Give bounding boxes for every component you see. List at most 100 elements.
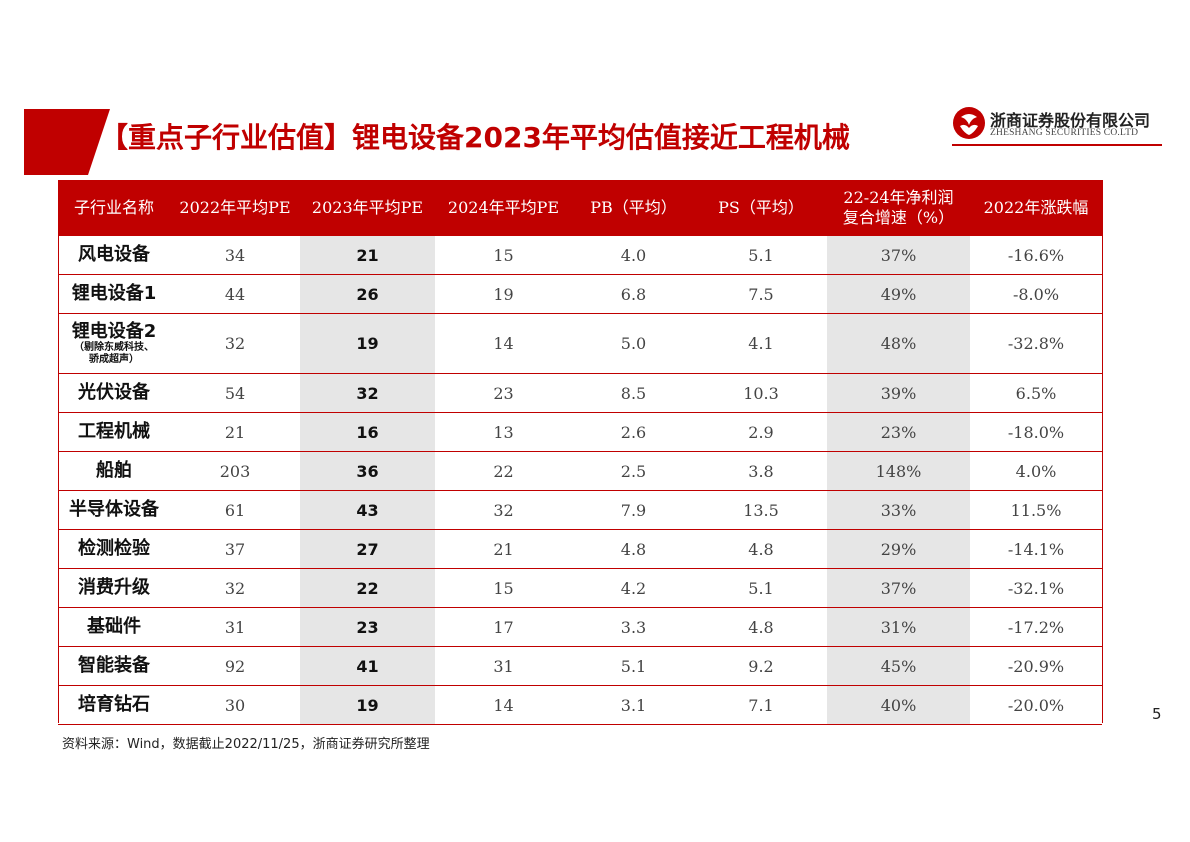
pe-2024-cell: 31 <box>435 646 572 686</box>
company-logo: 浙商证券股份有限公司 ZHESHANG SECURITIES CO.LTD <box>952 104 1162 146</box>
ps-cell: 4.8 <box>695 529 827 569</box>
ps-cell: 3.8 <box>695 451 827 491</box>
zheshang-logo-icon <box>953 107 985 139</box>
header-pe-2022: 2022年平均PE <box>170 180 300 236</box>
header-pb: PB（平均） <box>572 180 695 236</box>
industry-name-cell: 锂电设备2 （剔除东威科技、 骄成超声） <box>58 313 170 374</box>
industry-name: 锂电设备1 <box>71 283 157 304</box>
pe-2023-cell: 43 <box>300 490 435 530</box>
cagr-cell: 23% <box>827 412 970 452</box>
table-row: 消费升级 32 22 15 4.2 5.1 37% -32.1% <box>58 568 1102 608</box>
industry-name: 培育钻石 <box>78 694 150 715</box>
ps-cell: 5.1 <box>695 568 827 608</box>
pb-cell: 7.9 <box>572 490 695 530</box>
table-row: 工程机械 21 16 13 2.6 2.9 23% -18.0% <box>58 412 1102 452</box>
ps-cell: 4.8 <box>695 607 827 647</box>
header-industry: 子行业名称 <box>58 180 170 236</box>
industry-name: 半导体设备 <box>69 499 159 520</box>
header-ps: PS（平均） <box>695 180 827 236</box>
industry-name-cell: 锂电设备1 <box>58 274 170 314</box>
industry-name-cell: 消费升级 <box>58 568 170 608</box>
pe-2024-cell: 15 <box>435 568 572 608</box>
pe-2023-cell: 16 <box>300 412 435 452</box>
table-row: 智能装备 92 41 31 5.1 9.2 45% -20.9% <box>58 646 1102 686</box>
pb-cell: 3.1 <box>572 685 695 725</box>
pe-2023-cell: 22 <box>300 568 435 608</box>
cagr-cell: 37% <box>827 236 970 275</box>
industry-name: 风电设备 <box>78 244 150 265</box>
header-pe-2024: 2024年平均PE <box>435 180 572 236</box>
cagr-cell: 148% <box>827 451 970 491</box>
pb-cell: 5.0 <box>572 313 695 374</box>
change-cell: 6.5% <box>970 373 1102 413</box>
industry-name-cell: 智能装备 <box>58 646 170 686</box>
industry-name-cell: 光伏设备 <box>58 373 170 413</box>
source-note: 资料来源：Wind，数据截止2022/11/25，浙商证券研究所整理 <box>62 737 430 752</box>
change-cell: -14.1% <box>970 529 1102 569</box>
ps-cell: 13.5 <box>695 490 827 530</box>
pb-cell: 3.3 <box>572 607 695 647</box>
ps-cell: 9.2 <box>695 646 827 686</box>
pe-2022-cell: 37 <box>170 529 300 569</box>
pe-2024-cell: 21 <box>435 529 572 569</box>
industry-name: 检测检验 <box>78 538 150 559</box>
pe-2024-cell: 14 <box>435 313 572 374</box>
change-cell: -17.2% <box>970 607 1102 647</box>
cagr-cell: 49% <box>827 274 970 314</box>
cagr-cell: 29% <box>827 529 970 569</box>
pe-2022-cell: 54 <box>170 373 300 413</box>
industry-name: 船舶 <box>96 460 132 481</box>
pe-2022-cell: 61 <box>170 490 300 530</box>
pe-2022-cell: 30 <box>170 685 300 725</box>
cagr-cell: 45% <box>827 646 970 686</box>
pb-cell: 2.6 <box>572 412 695 452</box>
table-row: 船舶 203 36 22 2.5 3.8 148% 4.0% <box>58 451 1102 491</box>
industry-name-cell: 检测检验 <box>58 529 170 569</box>
pb-cell: 8.5 <box>572 373 695 413</box>
table-row: 基础件 31 23 17 3.3 4.8 31% -17.2% <box>58 607 1102 647</box>
page-number: 5 <box>1152 705 1162 723</box>
pe-2024-cell: 23 <box>435 373 572 413</box>
table-row: 半导体设备 61 43 32 7.9 13.5 33% 11.5% <box>58 490 1102 530</box>
ps-cell: 7.1 <box>695 685 827 725</box>
pe-2022-cell: 92 <box>170 646 300 686</box>
pe-2024-cell: 13 <box>435 412 572 452</box>
title-accent-block <box>24 109 88 175</box>
pb-cell: 2.5 <box>572 451 695 491</box>
industry-name-cell: 基础件 <box>58 607 170 647</box>
pe-2024-cell: 17 <box>435 607 572 647</box>
pe-2022-cell: 32 <box>170 568 300 608</box>
header-cagr-line2: 复合增速（%） <box>842 208 955 227</box>
title-accent-wedge <box>88 109 110 175</box>
industry-name-cell: 风电设备 <box>58 236 170 275</box>
cagr-cell: 37% <box>827 568 970 608</box>
pe-2024-cell: 19 <box>435 274 572 314</box>
change-cell: 11.5% <box>970 490 1102 530</box>
industry-name-note: 骄成超声） <box>89 353 139 365</box>
pe-2023-cell: 32 <box>300 373 435 413</box>
change-cell: -8.0% <box>970 274 1102 314</box>
pe-2023-cell: 27 <box>300 529 435 569</box>
industry-name-cell: 工程机械 <box>58 412 170 452</box>
ps-cell: 10.3 <box>695 373 827 413</box>
change-cell: -18.0% <box>970 412 1102 452</box>
industry-name-note: （剔除东威科技、 <box>74 341 154 353</box>
industry-name: 智能装备 <box>78 655 150 676</box>
pe-2022-cell: 203 <box>170 451 300 491</box>
pe-2024-cell: 22 <box>435 451 572 491</box>
header-cagr-line1: 22-24年净利润 <box>843 188 954 207</box>
change-cell: -20.9% <box>970 646 1102 686</box>
cagr-cell: 33% <box>827 490 970 530</box>
table-row: 锂电设备1 44 26 19 6.8 7.5 49% -8.0% <box>58 274 1102 314</box>
cagr-cell: 39% <box>827 373 970 413</box>
industry-name: 消费升级 <box>78 577 150 598</box>
pe-2024-cell: 15 <box>435 236 572 275</box>
pe-2023-cell: 21 <box>300 236 435 275</box>
header-pe-2023: 2023年平均PE <box>300 180 435 236</box>
ps-cell: 4.1 <box>695 313 827 374</box>
industry-name: 工程机械 <box>78 421 150 442</box>
change-cell: -16.6% <box>970 236 1102 275</box>
industry-name: 光伏设备 <box>78 382 150 403</box>
header-cagr: 22-24年净利润 复合增速（%） <box>827 180 970 236</box>
table-header-row: 子行业名称 2022年平均PE 2023年平均PE 2024年平均PE PB（平… <box>58 180 1102 236</box>
